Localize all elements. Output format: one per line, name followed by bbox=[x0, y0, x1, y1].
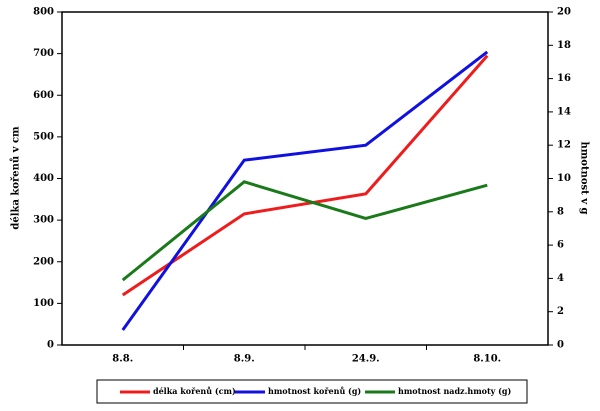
x-tick-label: 8.9. bbox=[234, 354, 255, 365]
y-tick-label: 600 bbox=[33, 90, 54, 101]
legend-label: délka kořenů (cm) bbox=[153, 386, 236, 396]
y-tick-label: 0 bbox=[47, 340, 54, 351]
y-tick-label: 500 bbox=[33, 131, 54, 142]
line-series bbox=[121, 50, 489, 331]
legend-label: hmotnost nadz.hmoty (g) bbox=[398, 386, 511, 396]
y-tick-label: 200 bbox=[33, 256, 54, 267]
y2-tick-label: 4 bbox=[557, 273, 564, 284]
legend-box bbox=[96, 379, 528, 404]
y2-tick-label: 0 bbox=[557, 340, 564, 351]
y2-tick-label: 8 bbox=[557, 206, 564, 217]
y2-axis-label: hmotnost v g bbox=[579, 141, 590, 214]
y-tick-label: 300 bbox=[33, 215, 54, 226]
y2-tick-label: 14 bbox=[557, 106, 571, 117]
legend-label: hmotnost kořenů (g) bbox=[268, 386, 361, 396]
y2-tick-label: 10 bbox=[557, 173, 571, 184]
y-tick-label: 700 bbox=[33, 48, 54, 59]
y2-tick-label: 6 bbox=[557, 240, 564, 251]
y2-tick-label: 2 bbox=[557, 306, 564, 317]
line-series bbox=[121, 54, 489, 297]
y-tick-label: 800 bbox=[33, 7, 54, 18]
x-tick-label: 8.10. bbox=[473, 354, 501, 365]
y2-tick-label: 12 bbox=[557, 140, 571, 151]
y2-tick-label: 16 bbox=[557, 73, 571, 84]
x-tick-label: 8.8. bbox=[112, 354, 133, 365]
x-tick-label: 24.9. bbox=[352, 354, 380, 365]
line-series bbox=[121, 180, 488, 282]
y-tick-label: 400 bbox=[33, 173, 54, 184]
y-axis-label: délka kořenů v cm bbox=[11, 126, 22, 230]
y-tick-label: 100 bbox=[33, 298, 54, 309]
y2-tick-label: 20 bbox=[557, 7, 571, 18]
y2-tick-label: 18 bbox=[557, 40, 571, 51]
